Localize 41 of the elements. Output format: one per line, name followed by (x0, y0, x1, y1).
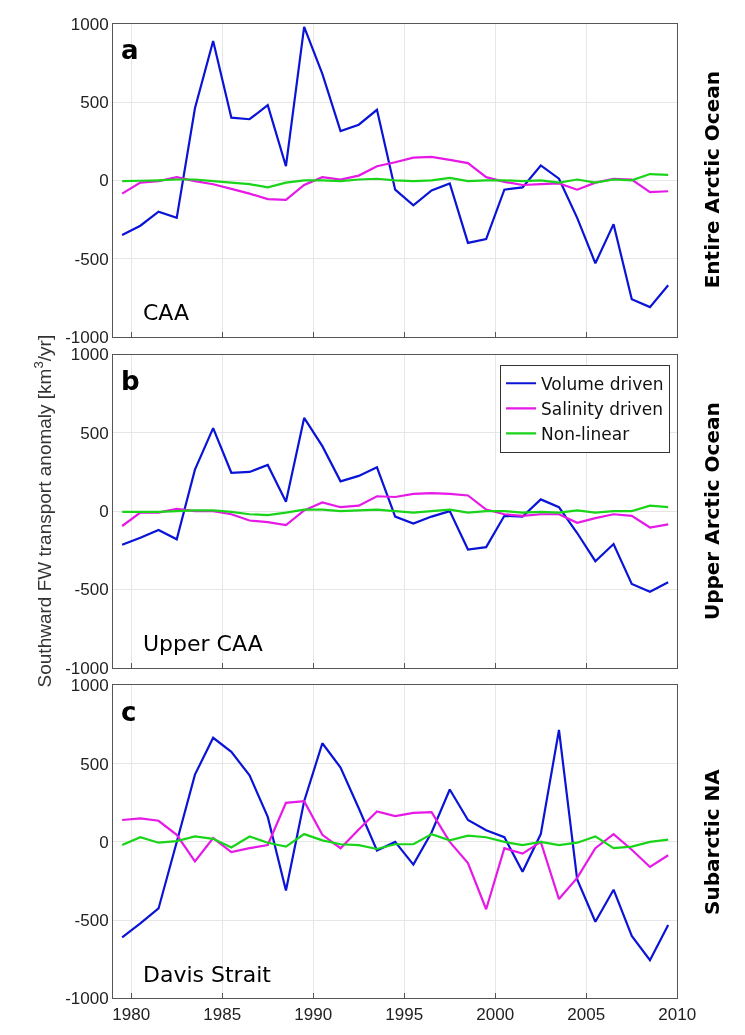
y-tick-label: -1000 (65, 658, 109, 678)
y-tick-label: 0 (99, 832, 109, 852)
annotation: Upper CAA (143, 631, 263, 656)
y-tick-label: 500 (80, 423, 109, 443)
annotation: CAA (143, 300, 190, 325)
line-series (121, 155, 670, 201)
legend-label: Salinity driven (541, 398, 664, 419)
x-tick-label: 1980 (112, 1004, 151, 1024)
text: Upper Arctic Ocean (699, 402, 724, 621)
line-series (121, 800, 670, 911)
x-tick-label: 1985 (203, 1004, 242, 1024)
y-tick-label: -500 (74, 911, 109, 931)
y-tick-label: 1000 (70, 345, 109, 365)
x-tick-label: 2005 (567, 1004, 606, 1024)
y-tick-label: 0 (99, 502, 109, 522)
y-tick-label: 1000 (70, 14, 109, 34)
text: Entire Arctic Ocean (699, 71, 724, 289)
legend-label: Non-linear (541, 424, 630, 445)
y-tick-label: -500 (74, 580, 109, 600)
annotation: Davis Strait (143, 962, 272, 987)
line-series (121, 172, 670, 189)
annotation: b (121, 366, 140, 396)
line-series (121, 492, 670, 529)
y-tick-label: 1000 (70, 676, 109, 696)
annotation: a (121, 35, 139, 65)
y-tick-label: -1000 (65, 327, 109, 347)
y-tick-label: 0 (99, 171, 109, 191)
line-series (121, 832, 670, 851)
x-tick-label: 1995 (385, 1004, 424, 1024)
x-tick-label: 2010 (658, 1004, 697, 1024)
y-tick-label: -500 (74, 249, 109, 269)
line-series (121, 504, 670, 517)
x-tick-label: 1990 (294, 1004, 333, 1024)
y-tick-label: 500 (80, 754, 109, 774)
legend-label: Volume driven (541, 373, 664, 394)
text: Subarctic NA (700, 768, 725, 915)
x-tick-label: 2000 (476, 1004, 515, 1024)
y-tick-label: 500 (80, 92, 109, 112)
line-series (121, 728, 670, 962)
annotation: c (121, 697, 137, 727)
y-tick-label: -1000 (65, 989, 109, 1009)
